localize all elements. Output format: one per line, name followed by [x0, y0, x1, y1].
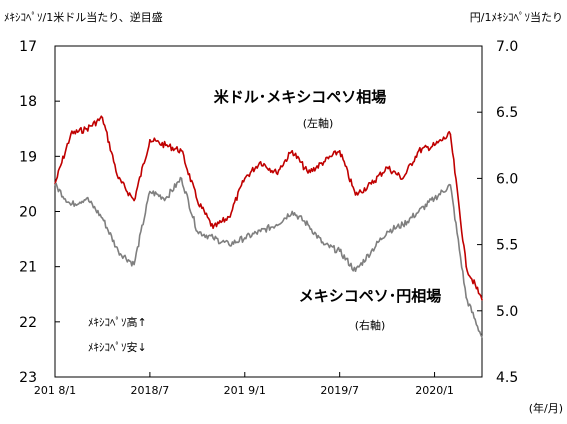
- annotation-peso-up: ﾒｷｼｺﾍﾟｿ高↑: [88, 315, 147, 329]
- x-tick-label: 201 9/1: [224, 384, 266, 397]
- left-tick-label: 21: [19, 260, 37, 276]
- data-point: [307, 223, 309, 226]
- series-label-mxn-jpy: メキシコペソ･円相場: [299, 287, 442, 305]
- x-tick-label: 2020/1: [415, 384, 454, 397]
- data-point: [244, 177, 246, 180]
- right-tick-label: 4.5: [496, 370, 518, 386]
- data-point: [85, 128, 88, 130]
- data-point: [338, 250, 341, 252]
- data-point: [402, 177, 404, 180]
- series-label-usd-mxn: 米ドル･メキシコペソ相場: [214, 88, 387, 106]
- series-line-usd-mxn: [54, 115, 483, 301]
- x-axis-title: (年/月): [529, 401, 563, 415]
- right-tick-label: 5.5: [496, 238, 518, 254]
- series-axis-note-mxn-jpy: (右軸): [355, 318, 386, 332]
- data-point: [481, 299, 483, 301]
- x-axis: 201 8/1 2018/7 201 9/1 2019/7 2020/1: [34, 372, 454, 397]
- data-point: [433, 197, 436, 200]
- data-point: [354, 270, 357, 272]
- x-tick-label: 2018/7: [131, 384, 170, 397]
- data-point: [370, 250, 373, 252]
- data-point: [133, 263, 135, 266]
- data-point: [291, 150, 294, 152]
- data-point: [196, 230, 199, 233]
- data-point: [433, 144, 436, 147]
- data-point: [291, 210, 294, 213]
- data-point: [70, 133, 72, 136]
- data-point: [149, 139, 151, 141]
- data-point: [338, 150, 341, 152]
- data-point: [212, 227, 214, 229]
- data-point: [70, 204, 72, 206]
- left-tick-label: 23: [19, 370, 37, 386]
- data-point: [180, 150, 183, 152]
- right-tick-label: 5.0: [496, 304, 518, 320]
- data-point: [307, 172, 309, 174]
- data-point: [386, 166, 388, 169]
- right-tick-label: 6.0: [496, 171, 518, 187]
- data-point: [212, 237, 214, 239]
- left-tick-label: 22: [19, 315, 37, 331]
- left-tick-label: 19: [19, 149, 37, 165]
- data-point: [85, 197, 88, 200]
- data-point: [370, 183, 373, 185]
- series-layer: [54, 115, 483, 339]
- data-point: [164, 197, 167, 200]
- data-point: [117, 177, 120, 180]
- left-tick-label: 17: [19, 39, 37, 55]
- right-tick-label: 7.0: [496, 39, 518, 55]
- data-point: [101, 116, 104, 119]
- data-point: [228, 243, 230, 246]
- left-axis: 17 18 19 20 21 22 23: [19, 39, 60, 386]
- data-point: [275, 223, 278, 226]
- data-point: [164, 144, 167, 147]
- data-point: [228, 216, 230, 218]
- data-point: [402, 223, 404, 226]
- x-tick-label: 2019/7: [320, 384, 359, 397]
- right-axis: 7.0 6.5 6.0 5.5 5.0 4.5: [477, 39, 518, 386]
- left-tick-label: 18: [19, 94, 37, 110]
- data-point: [465, 296, 468, 299]
- data-point: [54, 184, 56, 186]
- data-point: [196, 199, 199, 202]
- data-point: [133, 199, 135, 202]
- data-point: [149, 190, 151, 193]
- right-axis-title: 円/1ﾒｷｼｺﾍﾟｿ当たり: [470, 10, 563, 24]
- data-point: [417, 210, 420, 213]
- data-point: [323, 161, 325, 163]
- right-tick-label: 6.5: [496, 105, 518, 121]
- data-point: [481, 336, 483, 339]
- data-point: [244, 237, 246, 239]
- data-point: [449, 133, 452, 136]
- data-point: [354, 194, 357, 196]
- data-point: [259, 230, 262, 233]
- data-point: [180, 177, 183, 180]
- data-point: [386, 230, 388, 233]
- x-tick-label: 201 8/1: [34, 384, 76, 397]
- data-point: [449, 184, 452, 186]
- left-axis-title: ﾒｷｼｺﾍﾟｿ/1米ドル当たり、逆目盛: [4, 10, 163, 24]
- data-point: [117, 250, 120, 252]
- series-line-mxn-jpy: [54, 176, 483, 338]
- data-point: [101, 217, 104, 219]
- series-axis-note-usd-mxn: (左軸): [303, 116, 334, 130]
- data-point: [323, 243, 325, 246]
- data-point: [259, 161, 262, 163]
- annotation-peso-down: ﾒｷｼｺﾍﾟｿ安↓: [88, 340, 147, 354]
- data-point: [417, 150, 420, 152]
- left-tick-label: 20: [19, 205, 37, 221]
- data-point: [465, 265, 468, 268]
- data-point: [275, 172, 278, 174]
